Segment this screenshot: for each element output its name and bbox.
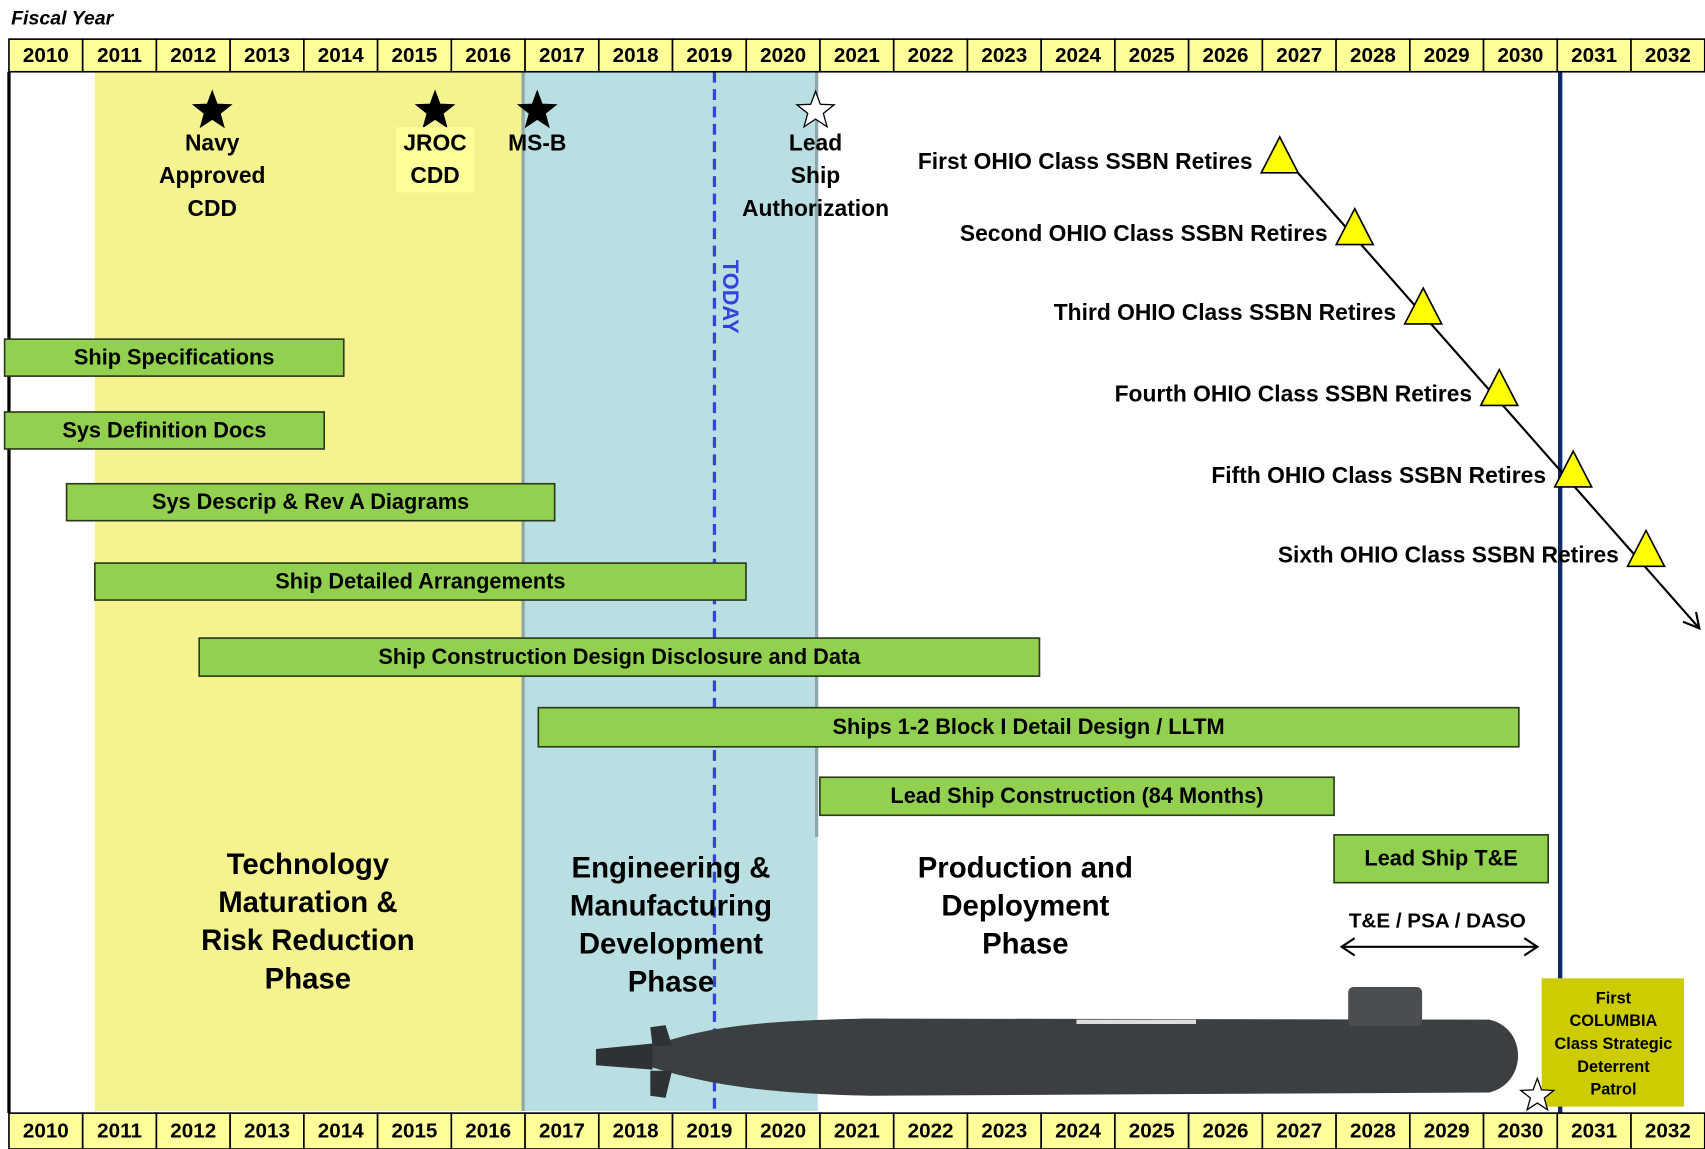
year-label: 2014 — [318, 44, 364, 67]
year-label: 2029 — [1424, 44, 1470, 67]
year-label: 2021 — [834, 44, 880, 67]
retirement-marker — [1261, 137, 1298, 173]
first-patrol-label: First — [1596, 989, 1632, 1007]
year-label: 2014 — [318, 1120, 364, 1143]
retirement-label: Fifth OHIO Class SSBN Retires — [1211, 462, 1546, 488]
activity-label: Sys Descrip & Rev A Diagrams — [152, 489, 469, 514]
year-label: 2024 — [1055, 44, 1101, 67]
year-label: 2019 — [686, 44, 732, 67]
phase-label: Production and — [918, 851, 1133, 884]
year-label: 2017 — [539, 1120, 585, 1143]
phase-label: Phase — [628, 966, 714, 999]
year-label: 2022 — [908, 44, 954, 67]
retirement-label: Fourth OHIO Class SSBN Retires — [1115, 381, 1472, 407]
schedule-diagram: TODAY Fiscal Year T&E / PSA / DASO 2010 2… — [0, 0, 1705, 1149]
year-label: 2027 — [1276, 44, 1322, 67]
year-label: 2012 — [170, 44, 216, 67]
submarine-sail — [1348, 987, 1422, 1026]
year-label: 2028 — [1350, 1120, 1396, 1143]
year-label: 2020 — [760, 1120, 806, 1143]
retirement-label: Sixth OHIO Class SSBN Retires — [1278, 542, 1619, 568]
phase-label: Engineering & — [572, 851, 771, 884]
first-patrol-label: Deterrent — [1577, 1058, 1650, 1076]
year-label: 2013 — [244, 1120, 290, 1143]
year-label: 2028 — [1350, 44, 1396, 67]
retirement-label: Third OHIO Class SSBN Retires — [1054, 299, 1396, 325]
year-label: 2012 — [170, 1120, 216, 1143]
activity-label: Lead Ship Construction (84 Months) — [890, 783, 1263, 808]
phase-label: Development — [579, 927, 763, 960]
year-label: 2018 — [613, 44, 659, 67]
milestone-label: MS-B — [508, 130, 566, 156]
year-label: 2027 — [1276, 1120, 1322, 1143]
year-label: 2016 — [465, 1120, 511, 1143]
year-label: 2031 — [1571, 1120, 1617, 1143]
phase-label: Technology — [227, 848, 390, 881]
year-label: 2013 — [244, 44, 290, 67]
year-label: 2015 — [392, 44, 438, 67]
activity-label: Ship Detailed Arrangements — [275, 568, 565, 593]
submarine-hatches — [1076, 1020, 1196, 1024]
retirement-marker — [1628, 530, 1665, 566]
year-label: 2018 — [613, 1120, 659, 1143]
milestone-label: Authorization — [742, 195, 889, 221]
year-label: 2025 — [1129, 1120, 1175, 1143]
page: {"header": {"title": "Fiscal Year"}, "ye… — [0, 0, 1705, 1149]
milestone-label: CDD — [410, 162, 459, 188]
year-label: 2031 — [1571, 44, 1617, 67]
activity-label: Ship Construction Design Disclosure and … — [378, 644, 861, 669]
year-label: 2026 — [1203, 44, 1249, 67]
activity-label: Ship Specifications — [74, 344, 274, 369]
year-label: 2011 — [97, 1120, 142, 1143]
year-label: 2032 — [1645, 44, 1691, 67]
retirement-marker — [1336, 209, 1373, 245]
year-label: 2023 — [981, 1120, 1027, 1143]
first-patrol-label: COLUMBIA — [1570, 1012, 1658, 1030]
header-title: Fiscal Year — [11, 8, 115, 30]
activity-label: Ships 1-2 Block I Detail Design / LLTM — [833, 714, 1225, 739]
submarine-hull — [652, 1019, 1518, 1096]
phase-label: Phase — [265, 962, 351, 995]
phase-label: Risk Reduction — [201, 924, 415, 957]
phase-label: Maturation & — [218, 886, 397, 919]
year-label: 2032 — [1645, 1120, 1691, 1143]
today-label: TODAY — [718, 260, 743, 334]
year-label: 2010 — [23, 44, 69, 67]
year-label: 2015 — [392, 1120, 438, 1143]
year-label: 2025 — [1129, 44, 1175, 67]
year-label: 2021 — [834, 1120, 880, 1143]
year-label: 2026 — [1203, 1120, 1249, 1143]
first-patrol-label: Class Strategic — [1555, 1035, 1673, 1053]
year-label: 2024 — [1055, 1120, 1101, 1143]
year-label: 2016 — [465, 44, 511, 67]
first-patrol-label: Patrol — [1590, 1081, 1636, 1099]
retirement-marker — [1405, 288, 1442, 324]
activity-label: Lead Ship T&E — [1364, 846, 1517, 871]
milestone-label: Navy — [185, 130, 240, 156]
year-label: 2010 — [23, 1120, 69, 1143]
phase-label: Deployment — [941, 889, 1109, 922]
activity-label: Sys Definition Docs — [62, 417, 266, 442]
test-label: T&E / PSA / DASO — [1349, 909, 1526, 932]
year-label: 2029 — [1424, 1120, 1470, 1143]
year-label: 2030 — [1497, 44, 1543, 67]
retirement-label: Second OHIO Class SSBN Retires — [960, 220, 1328, 246]
milestone-label: JROC — [403, 130, 466, 156]
year-label: 2022 — [908, 1120, 954, 1143]
milestone-label: Lead — [789, 130, 842, 156]
year-label: 2020 — [760, 44, 806, 67]
retirement-label: First OHIO Class SSBN Retires — [918, 148, 1253, 174]
phase-label: Manufacturing — [570, 889, 772, 922]
milestone-label: Approved — [159, 162, 265, 188]
year-label: 2019 — [686, 1120, 732, 1143]
phase-label: Phase — [982, 927, 1068, 960]
year-label: 2017 — [539, 44, 585, 67]
milestone-label: CDD — [188, 195, 237, 221]
year-label: 2030 — [1497, 1120, 1543, 1143]
year-label: 2011 — [97, 44, 142, 67]
year-label: 2023 — [981, 44, 1027, 67]
milestone-label: Ship — [791, 162, 840, 188]
